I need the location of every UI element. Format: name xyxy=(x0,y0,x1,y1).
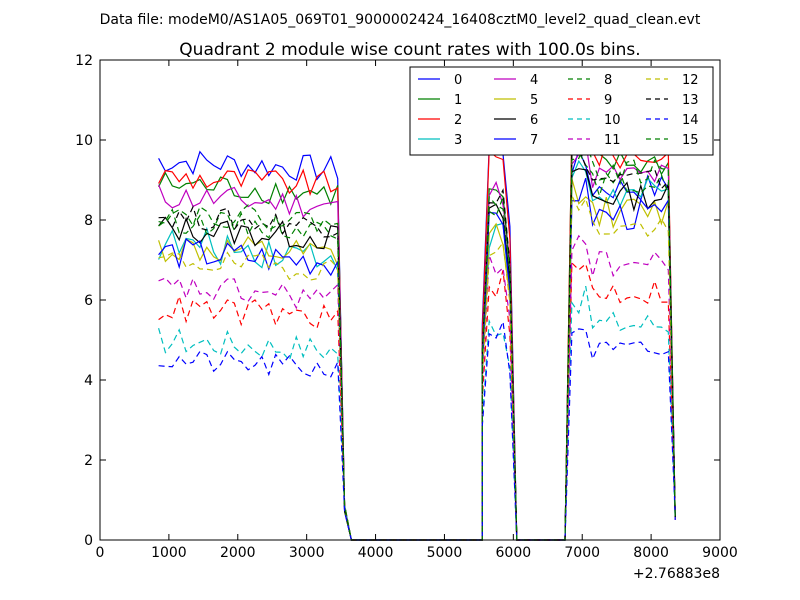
y-tick-label: 2 xyxy=(84,453,93,469)
legend-label: 4 xyxy=(530,73,538,88)
legend-label: 0 xyxy=(454,73,462,88)
x-tick-label: 8000 xyxy=(633,545,669,561)
legend-label: 11 xyxy=(604,133,621,148)
series-line-7 xyxy=(158,178,676,541)
series-line-12 xyxy=(158,195,676,541)
x-tick-label: 7000 xyxy=(564,545,600,561)
legend-label: 7 xyxy=(530,133,538,148)
legend-label: 3 xyxy=(454,133,462,148)
series-line-13 xyxy=(158,146,676,541)
y-tick-label: 12 xyxy=(75,53,93,69)
legend-label: 2 xyxy=(454,113,462,128)
y-tick-label: 8 xyxy=(84,213,93,229)
y-tick-label: 4 xyxy=(84,373,93,389)
legend-label: 10 xyxy=(604,113,621,128)
x-tick-label: 2000 xyxy=(220,545,256,561)
series-line-11 xyxy=(158,234,676,541)
legend-label: 1 xyxy=(454,93,462,108)
series-layer xyxy=(158,126,676,541)
suptitle: Data file: modeM0/AS1A05_069T01_90000024… xyxy=(100,12,701,28)
legend-label: 5 xyxy=(530,93,538,108)
x-tick-label: 0 xyxy=(96,545,105,561)
x-tick-label: 6000 xyxy=(496,545,532,561)
y-tick-label: 0 xyxy=(84,533,93,549)
legend-box xyxy=(409,66,714,156)
series-line-4 xyxy=(158,139,676,541)
legend-label: 9 xyxy=(604,93,612,108)
tick-layer: 0 1000 2000 3000 4000 5000 6000 7000 8000 9000 0 2 4… xyxy=(75,53,738,561)
legend-label: 8 xyxy=(604,73,612,88)
legend-label: 6 xyxy=(530,113,538,128)
y-tick-label: 6 xyxy=(84,293,93,309)
x-tick-label: 5000 xyxy=(427,545,463,561)
series-line-15 xyxy=(158,139,676,541)
chart-title: Quadrant 2 module wise count rates with … xyxy=(179,40,640,60)
series-line-0 xyxy=(158,142,676,541)
x-tick-label: 1000 xyxy=(151,545,187,561)
series-line-10 xyxy=(158,285,676,541)
legend-label: 12 xyxy=(682,73,699,88)
series-line-5 xyxy=(158,178,676,541)
x-tick-label: 9000 xyxy=(702,545,738,561)
legend-label: 15 xyxy=(682,133,699,148)
legend-label: 14 xyxy=(682,113,699,128)
x-tick-label: 3000 xyxy=(289,545,325,561)
legend-label: 13 xyxy=(682,93,699,108)
y-tick-label: 10 xyxy=(75,133,93,149)
series-line-9 xyxy=(158,261,676,541)
x-tick-label: 4000 xyxy=(358,545,394,561)
series-line-14 xyxy=(158,319,676,541)
series-line-8 xyxy=(158,148,676,541)
x-offset-label: +2.76883e8 xyxy=(633,566,720,582)
